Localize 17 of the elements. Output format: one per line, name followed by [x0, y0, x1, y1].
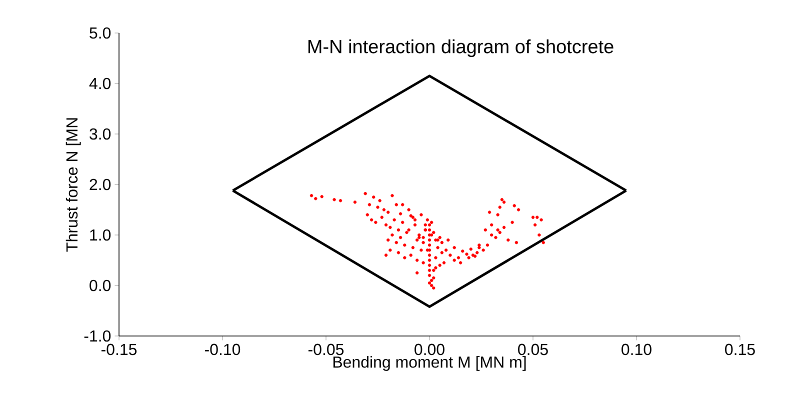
- x-tick-label: 0.10: [622, 344, 652, 356]
- y-axis-title: Thrust force N [MN: [66, 118, 81, 252]
- x-axis-title: Bending moment M [MN m]: [333, 356, 526, 371]
- y-tick-label: 1.0: [90, 229, 111, 241]
- y-tick-label: 4.0: [89, 78, 111, 90]
- x-tick-label: 0.00: [414, 344, 444, 356]
- y-tick-label: 3.0: [90, 128, 111, 140]
- y-tick-label: 2.0: [90, 178, 111, 190]
- x-tick-label: -0.15: [101, 344, 137, 356]
- x-tick-label: 0.15: [725, 344, 755, 356]
- y-tick-label: -1.0: [84, 330, 111, 342]
- y-tick-label: 0.0: [90, 280, 111, 292]
- x-tick-label: 0.05: [518, 344, 548, 356]
- chart-title: M-N interaction diagram of shotcrete: [308, 39, 614, 58]
- x-tick-label: -0.05: [308, 344, 344, 356]
- x-tick-label: -0.10: [204, 344, 240, 356]
- y-tick-label: 5.0: [90, 27, 111, 39]
